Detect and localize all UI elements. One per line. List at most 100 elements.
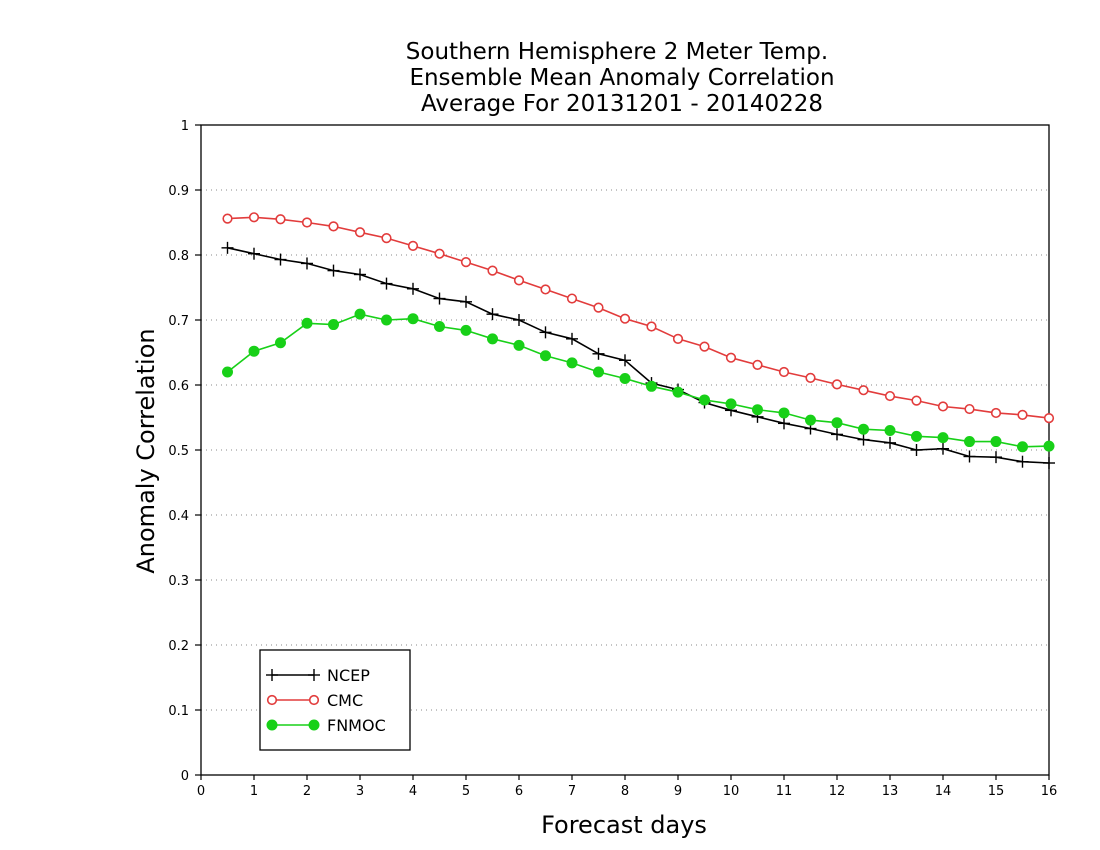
x-tick-label: 5	[462, 784, 470, 799]
title-line-1: Southern Hemisphere 2 Meter Temp.	[406, 39, 828, 65]
legend-marker	[266, 669, 278, 681]
data-point-cmc	[937, 401, 949, 412]
x-tick-label: 8	[621, 784, 629, 799]
y-tick-label: 0.3	[168, 574, 189, 589]
data-point-ncep	[248, 247, 260, 260]
x-tick-label: 4	[409, 784, 417, 799]
data-point-cmc	[593, 302, 604, 313]
x-tick-label: 12	[829, 784, 846, 799]
x-tick-label: 7	[568, 784, 576, 799]
x-tick-label: 10	[723, 784, 740, 799]
x-tick-label: 3	[356, 784, 364, 799]
data-point-ncep	[910, 444, 923, 456]
x-axis-title: Forecast days	[541, 811, 707, 839]
data-point-cmc	[354, 227, 366, 238]
data-point-fnmoc	[354, 308, 366, 320]
axis-ticks: 00.10.20.30.40.50.60.70.80.910 1 2 3 4 5 6 7 8 9 1…	[168, 119, 1057, 799]
data-point-ncep	[274, 253, 287, 266]
data-point-cmc	[858, 385, 869, 396]
data-point-ncep	[566, 332, 578, 345]
data-point-cmc	[301, 217, 313, 228]
data-point-ncep	[486, 308, 499, 321]
data-point-cmc	[566, 293, 578, 304]
legend-marker	[266, 694, 278, 706]
data-point-ncep	[301, 257, 313, 270]
legend-marker	[266, 719, 278, 731]
data-point-ncep	[221, 241, 234, 254]
data-point-fnmoc	[937, 432, 949, 444]
data-point-cmc	[964, 403, 975, 415]
data-point-ncep	[433, 292, 446, 305]
data-point-fnmoc	[858, 423, 869, 435]
y-tick-label: 0.5	[168, 444, 189, 459]
data-point-cmc	[778, 366, 790, 378]
legend-marker	[308, 694, 320, 706]
data-point-fnmoc	[275, 337, 286, 349]
legend-item-fnmoc: FNMOC	[266, 716, 386, 735]
x-tick-label: 15	[988, 784, 1005, 799]
x-tick-label: 11	[776, 784, 793, 799]
x-tick-label: 14	[935, 784, 952, 799]
data-point-ncep	[990, 451, 1002, 464]
data-point-ncep	[963, 450, 976, 463]
data-point-cmc	[990, 407, 1002, 419]
data-point-fnmoc	[248, 345, 260, 357]
data-point-fnmoc	[487, 333, 498, 345]
data-point-ncep	[380, 277, 393, 290]
data-point-fnmoc	[381, 314, 392, 326]
chart-title: Southern Hemisphere 2 Meter Temp. Ensemb…	[406, 39, 835, 117]
legend-item-ncep: NCEP	[266, 666, 370, 685]
title-line-2: Ensemble Mean Anomaly Correlation	[409, 65, 834, 91]
title-line-3: Average For 20131201 - 20140228	[421, 91, 823, 117]
data-point-cmc	[460, 257, 472, 268]
series-line-ncep	[227, 247, 1050, 464]
data-point-cmc	[1043, 413, 1055, 424]
data-point-fnmoc	[407, 313, 419, 325]
data-point-cmc	[487, 265, 498, 276]
data-point-cmc	[1017, 409, 1028, 421]
data-point-fnmoc	[990, 436, 1002, 448]
x-tick-label: 9	[674, 784, 682, 799]
y-tick-label: 1	[181, 119, 189, 134]
data-point-cmc	[434, 248, 445, 259]
data-point-fnmoc	[434, 321, 445, 332]
data-point-cmc	[222, 213, 233, 224]
data-point-cmc	[513, 275, 525, 286]
data-point-ncep	[592, 347, 605, 360]
legend-marker	[308, 719, 320, 731]
data-point-fnmoc	[301, 317, 313, 329]
y-tick-label: 0.9	[168, 184, 189, 199]
data-point-fnmoc	[831, 417, 843, 429]
y-axis-title: Anomaly Correlation	[132, 328, 160, 573]
series-layer	[221, 212, 1055, 469]
data-point-cmc	[275, 214, 286, 225]
y-tick-label: 0.2	[168, 639, 189, 654]
y-tick-label: 0	[181, 769, 189, 784]
data-point-fnmoc	[911, 430, 922, 442]
data-point-cmc	[381, 233, 392, 244]
data-point-ncep	[857, 433, 870, 446]
series-line-fnmoc	[227, 313, 1050, 448]
data-point-fnmoc	[778, 407, 790, 419]
y-tick-label: 0.8	[168, 249, 189, 264]
data-point-ncep	[884, 436, 896, 449]
data-point-fnmoc	[672, 386, 684, 398]
data-point-ncep	[1043, 457, 1055, 469]
data-point-cmc	[805, 372, 816, 383]
series-ncep	[221, 241, 1055, 469]
data-point-cmc	[646, 321, 657, 332]
data-point-fnmoc	[646, 380, 657, 392]
data-point-fnmoc	[460, 324, 472, 336]
data-point-fnmoc	[1017, 441, 1028, 453]
data-point-fnmoc	[752, 404, 763, 416]
data-point-fnmoc	[222, 366, 233, 378]
y-tick-label: 0.6	[168, 379, 189, 394]
series-cmc	[222, 212, 1055, 424]
data-point-fnmoc	[1043, 440, 1055, 452]
data-point-fnmoc	[805, 414, 816, 426]
y-tick-label: 0.4	[168, 509, 189, 524]
data-point-cmc	[540, 284, 551, 295]
series-fnmoc	[222, 308, 1055, 453]
x-tick-label: 2	[303, 784, 311, 799]
